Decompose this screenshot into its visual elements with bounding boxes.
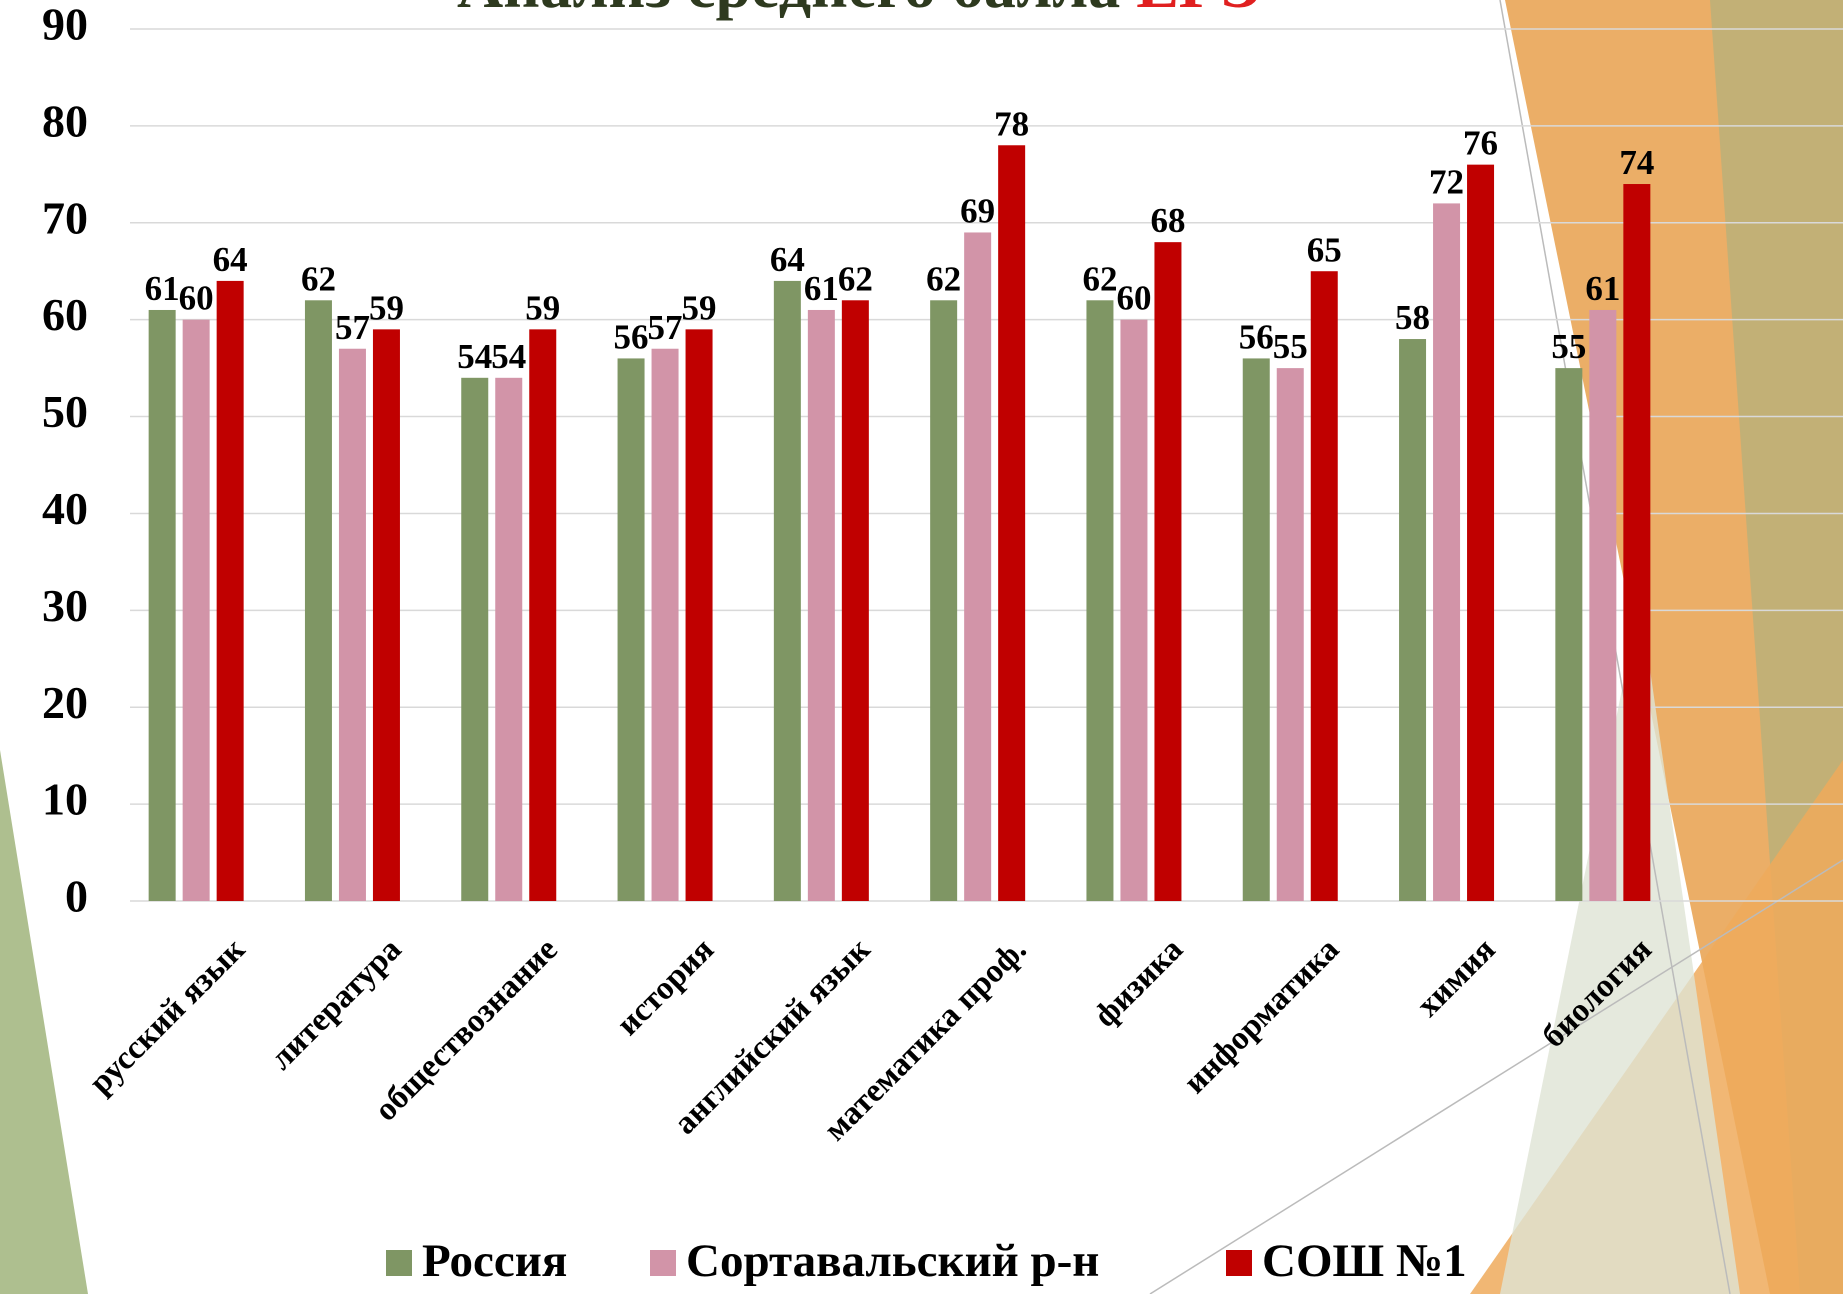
y-tick-label: 0 [65, 871, 88, 922]
x-tick-label: история [610, 932, 721, 1043]
bar [372, 329, 400, 901]
legend-swatch [650, 1250, 676, 1276]
y-tick-label: 90 [42, 0, 88, 50]
data-label: 62 [1082, 259, 1117, 298]
data-label: 72 [1429, 162, 1464, 201]
legend-label: Россия [422, 1235, 567, 1287]
data-label: 60 [1116, 279, 1151, 318]
data-label: 76 [1463, 124, 1498, 163]
x-tick-label: химия [1410, 932, 1503, 1025]
y-tick-label: 70 [42, 192, 88, 243]
data-label: 62 [301, 259, 336, 298]
bar [1399, 339, 1427, 901]
bar [1623, 184, 1651, 901]
bar [304, 300, 332, 901]
bar [182, 319, 210, 902]
bar [807, 309, 835, 901]
bar [1433, 203, 1461, 901]
data-label: 64 [213, 240, 248, 279]
y-tick-label: 50 [42, 386, 88, 437]
data-label: 69 [960, 191, 995, 230]
y-tick-label: 10 [42, 774, 88, 825]
data-label: 62 [838, 259, 873, 298]
y-tick-label: 40 [42, 483, 88, 534]
data-label: 56 [614, 317, 649, 356]
data-label: 60 [179, 279, 214, 318]
data-label: 64 [770, 240, 805, 279]
y-tick-label: 20 [42, 677, 88, 728]
chart-title: Анализ среднего балла ЕГЭ [457, 0, 1263, 21]
x-tick-label: информатика [1177, 932, 1346, 1101]
x-tick-label: литература [263, 932, 408, 1077]
y-tick-label: 60 [42, 289, 88, 340]
data-label: 59 [525, 288, 560, 327]
legend-swatch [386, 1250, 412, 1276]
bar [1467, 164, 1495, 902]
bar [617, 358, 645, 901]
bar [841, 300, 869, 901]
legend-label: СОШ №1 [1262, 1235, 1467, 1287]
data-label: 68 [1150, 201, 1185, 240]
title-main: Анализ среднего балла [457, 0, 1120, 21]
bar [964, 232, 992, 901]
data-label: 59 [369, 288, 404, 327]
x-tick-label: физика [1087, 932, 1190, 1035]
data-label: 57 [648, 308, 683, 347]
bar [495, 377, 523, 901]
data-label: 56 [1239, 317, 1274, 356]
bar [338, 348, 366, 901]
data-label: 61 [1585, 269, 1620, 308]
bar [1555, 368, 1583, 902]
data-label: 54 [491, 337, 526, 376]
data-label: 59 [682, 288, 717, 327]
data-label: 78 [994, 104, 1029, 143]
bar [1310, 271, 1338, 901]
y-tick-label: 80 [42, 95, 88, 146]
bar [1154, 242, 1182, 902]
bar [1120, 319, 1148, 902]
bar [930, 300, 958, 901]
legend-swatch [1226, 1250, 1252, 1276]
legend-label: Сортавальский р-н [686, 1235, 1099, 1287]
title-highlight: ЕГЭ [1136, 0, 1263, 21]
bar [773, 280, 801, 901]
bar [998, 145, 1026, 901]
bar [461, 377, 489, 901]
x-tick-label: русский язык [83, 932, 253, 1102]
bar [1276, 368, 1304, 902]
bar [651, 348, 679, 901]
data-label: 61 [804, 269, 839, 308]
data-label: 54 [457, 337, 492, 376]
bar [529, 329, 557, 901]
data-label: 58 [1395, 298, 1430, 337]
data-label: 55 [1551, 327, 1586, 366]
data-label: 57 [335, 308, 370, 347]
data-label: 62 [926, 259, 961, 298]
bar [216, 280, 244, 901]
bar [1242, 358, 1270, 901]
data-label: 65 [1307, 230, 1342, 269]
data-label: 55 [1273, 327, 1308, 366]
y-tick-label: 30 [42, 580, 88, 631]
data-label: 74 [1619, 143, 1654, 182]
bar [1589, 309, 1617, 901]
bar [685, 329, 713, 901]
bar [1086, 300, 1114, 901]
data-label: 61 [145, 269, 180, 308]
bar [148, 309, 176, 901]
